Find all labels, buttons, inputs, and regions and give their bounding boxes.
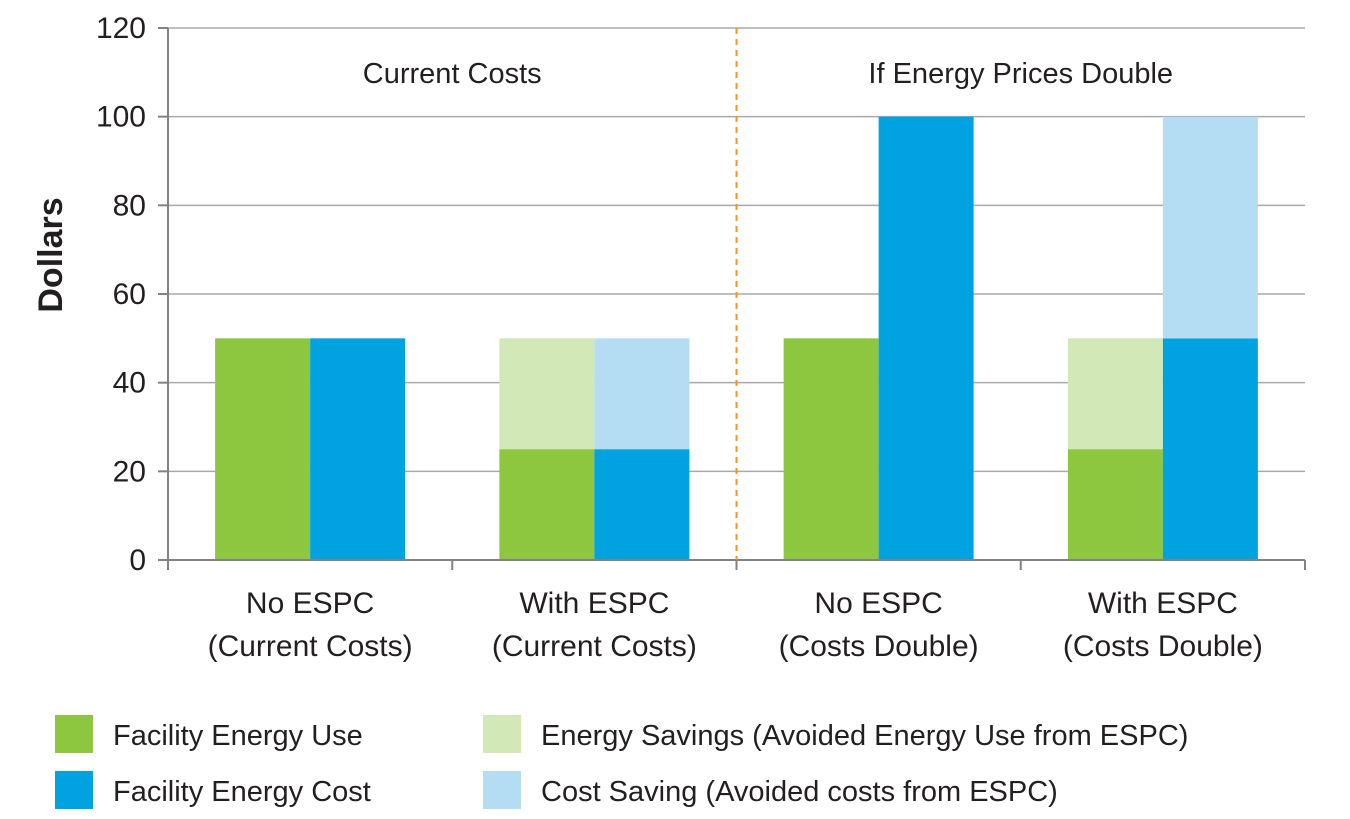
category-label-0-line2: (Current Costs) [208,630,413,663]
category-label-2-line2: (Costs Double) [779,630,979,663]
y-tick-label-20: 20 [113,455,146,488]
y-axis-label: Dollars [32,197,70,312]
axes [158,27,1306,570]
category-label-2-line1: No ESPC [814,587,942,620]
legend-label-3: Cost Saving (Avoided costs from ESPC) [541,776,1058,808]
category-label-1-line1: With ESPC [519,587,669,620]
y-tick-label-120: 120 [96,12,146,45]
y-tick-label-80: 80 [113,189,146,222]
section-label-1: If Energy Prices Double [868,58,1173,90]
legend-label-0: Facility Energy Use [113,720,363,752]
x-category-labels: No ESPC (Current Costs) With ESPC (Current … [208,587,1263,663]
y-tick-labels: 0 20 40 60 80 100 120 [96,12,146,577]
y-tick-label-100: 100 [96,101,146,134]
bar-cost-1 [594,449,690,560]
bar-cost-3 [1162,338,1258,560]
legend-label-1: Energy Savings (Avoided Energy Use from … [541,720,1188,752]
y-tick-label-0: 0 [129,544,146,577]
bar-use_savings-1 [499,338,595,450]
category-label-0-line1: No ESPC [246,587,374,620]
legend: Facility Energy Use Energy Savings (Avoid… [55,715,1188,809]
bar-use-2 [783,338,879,560]
y-tick-label-60: 60 [113,278,146,311]
legend-swatch-0 [55,715,93,753]
section-label-0: Current Costs [363,58,542,90]
legend-swatch-1 [483,715,521,753]
bar-cost-2 [878,116,974,561]
category-label-1-line2: (Current Costs) [492,630,697,663]
legend-label-2: Facility Energy Cost [113,776,371,808]
bar-use-1 [499,449,595,560]
bar-cost-0 [310,338,406,560]
bar-use-0 [215,338,311,560]
section-labels: Current Costs If Energy Prices Double [363,58,1173,90]
bar-use-3 [1067,449,1163,560]
legend-swatch-2 [55,771,93,809]
legend-swatch-3 [483,771,521,809]
bar-cost_savings-3 [1162,116,1258,339]
bar-cost_savings-1 [594,338,690,450]
y-tick-label-40: 40 [113,367,146,400]
category-label-3-line2: (Costs Double) [1063,630,1263,663]
bars [215,116,1258,561]
category-label-3-line1: With ESPC [1088,587,1238,620]
bar-use_savings-3 [1067,338,1163,450]
